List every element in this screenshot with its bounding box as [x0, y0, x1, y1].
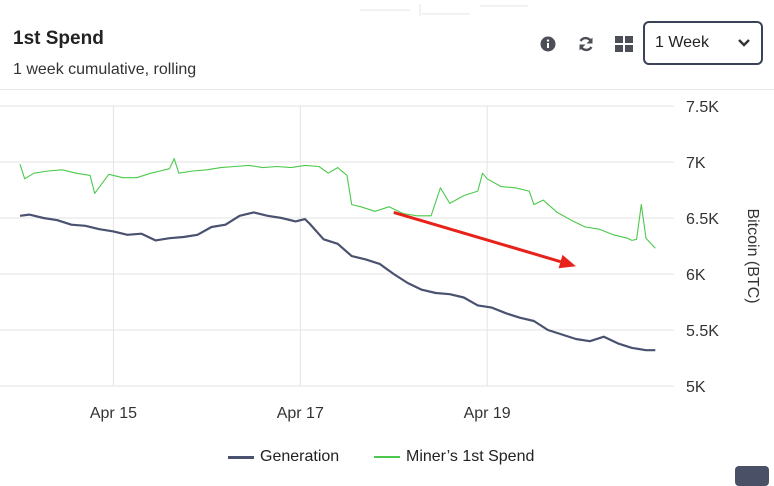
series-line-generation — [19, 211, 656, 352]
legend-item-spend[interactable]: Miner’s 1st Spend — [374, 448, 534, 466]
legend-swatch-spend — [374, 456, 400, 458]
x-tick-label: Apr 15 — [90, 405, 137, 422]
y-tick-label: 6.5K — [686, 211, 719, 228]
faint-background-decoration — [360, 4, 528, 16]
period-select[interactable]: 1 Week — [643, 21, 763, 65]
line-chart[interactable]: 5K 5.5K 6K 6.5K 7K 7.5K Apr 15 Apr 17 Apr 19 Bitc… — [0, 90, 774, 446]
y-tick-label: 6K — [686, 267, 706, 284]
chart-title: 1st Spend — [13, 28, 104, 49]
legend-item-generation[interactable]: Generation — [228, 448, 339, 466]
header-divider — [0, 89, 774, 90]
x-tick-label: Apr 19 — [464, 405, 511, 422]
info-icon[interactable] — [538, 34, 558, 54]
annotation-arrow-line — [393, 210, 561, 264]
chevron-down-icon — [738, 39, 750, 47]
corner-button[interactable] — [735, 466, 769, 486]
period-select-value: 1 Week — [655, 34, 709, 51]
legend-label-generation: Generation — [260, 448, 340, 465]
refresh-icon[interactable] — [576, 34, 596, 54]
legend-label-spend: Miner’s 1st Spend — [406, 448, 535, 465]
annotation-arrow-head — [558, 254, 576, 269]
y-tick-label: 5K — [686, 379, 706, 396]
legend-swatch-generation — [228, 455, 254, 459]
chart-subtitle: 1 week cumulative, rolling — [13, 61, 197, 78]
y-tick-label: 7K — [686, 155, 706, 172]
y-axis-label: Bitcoin (BTC) — [744, 208, 761, 303]
grid-icon[interactable] — [614, 34, 634, 54]
x-tick-label: Apr 17 — [277, 405, 324, 422]
y-tick-label: 7.5K — [686, 99, 719, 116]
series-line-spend — [19, 158, 656, 249]
y-tick-label: 5.5K — [686, 323, 719, 340]
